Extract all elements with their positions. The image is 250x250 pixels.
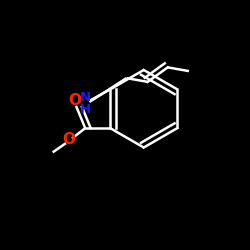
Text: N
H: N H [80,91,91,116]
Text: O: O [62,132,76,148]
Text: O: O [69,93,82,108]
